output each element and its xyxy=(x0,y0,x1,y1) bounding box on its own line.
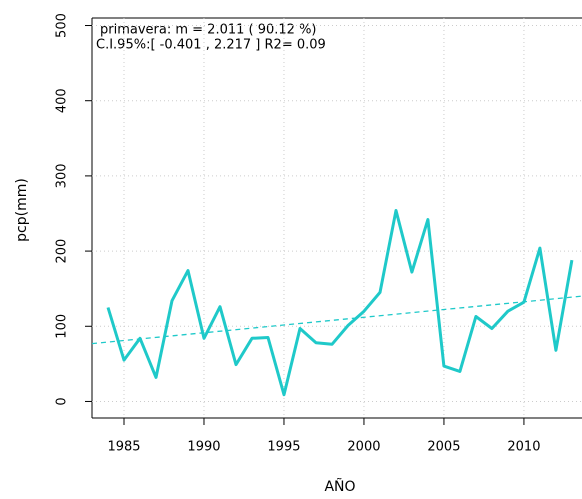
y-tick-label: 0 xyxy=(55,397,70,405)
x-tick-label: 2010 xyxy=(507,440,540,455)
y-tick-label: 300 xyxy=(55,163,70,188)
y-tick-label: 400 xyxy=(55,88,70,113)
x-axis-label: AÑO xyxy=(324,478,355,495)
x-tick-label: 1990 xyxy=(187,440,220,455)
x-tick-label: 1995 xyxy=(267,440,300,455)
trend-line xyxy=(91,295,582,345)
x-tick-label: 2000 xyxy=(347,440,380,455)
annotation: C.I.95%:[ -0.401 , 2.217 ] R2= 0.09 xyxy=(96,38,326,53)
y-tick-label: 100 xyxy=(55,314,70,339)
data-line xyxy=(106,209,574,397)
y-tick-label: 500 xyxy=(55,13,70,38)
x-tick-label: 1985 xyxy=(107,440,140,455)
y-tick-label: 200 xyxy=(55,239,70,264)
y-axis-label: pcp(mm) xyxy=(14,178,30,242)
x-tick-label: 2005 xyxy=(427,440,460,455)
annotation: primavera: m = 2.011 ( 90.12 %) xyxy=(100,23,317,38)
